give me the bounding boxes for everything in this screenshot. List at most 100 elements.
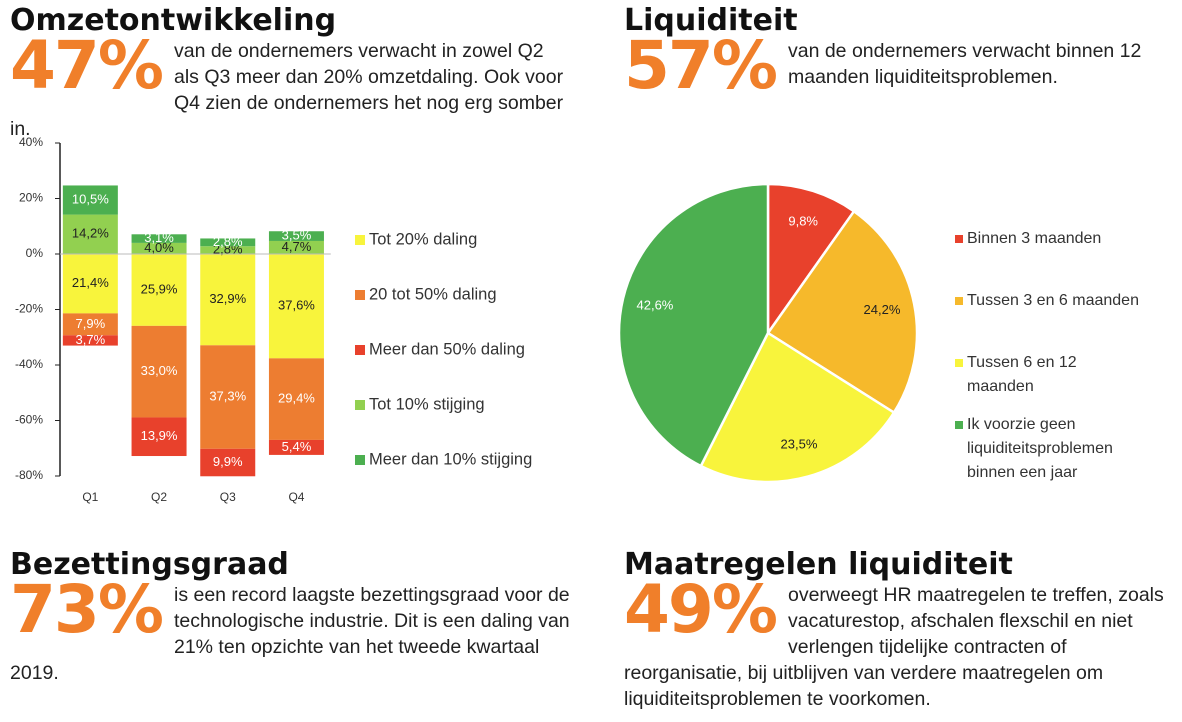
legend-swatch xyxy=(955,297,963,305)
legend-swatch xyxy=(955,421,963,429)
data-label: 4,7% xyxy=(282,239,312,254)
legend-label: Tussen 6 en 12 maanden xyxy=(967,354,1077,395)
data-label: 10,5% xyxy=(72,191,109,206)
data-label: 24,2% xyxy=(864,302,901,317)
bar-segment xyxy=(131,254,187,326)
bar-segment xyxy=(200,345,256,449)
legend-swatch xyxy=(955,235,963,243)
data-label: 42,6% xyxy=(637,298,674,313)
legend-label: Tussen 3 en 6 maanden xyxy=(967,292,1139,309)
legend-item: Ik voorzie geen liquiditeitsproblemen bi… xyxy=(955,413,1155,485)
legend-swatch xyxy=(355,345,365,355)
y-tick-label: 40% xyxy=(19,135,43,149)
y-tick-label: -20% xyxy=(15,302,43,316)
pie-slice xyxy=(766,209,919,415)
bezetting-section: Bezettingsgraad 73% is een record laagste… xyxy=(10,548,570,686)
legend-label: Tot 10% stijging xyxy=(369,395,485,413)
data-label: 21,4% xyxy=(72,275,109,290)
section-text-block: 49% overweegt HR maatregelen te treffen, … xyxy=(624,571,1179,712)
x-tick-label: Q3 xyxy=(220,490,236,504)
x-tick-label: Q4 xyxy=(288,490,304,504)
maatregelen-section: Maatregelen liquiditeit 49% overweegt HR … xyxy=(624,548,1179,712)
bar-segment xyxy=(200,254,256,346)
legend-swatch xyxy=(355,235,365,245)
section-text-block: 73% is een record laagste bezettingsgraad… xyxy=(10,571,570,686)
data-label: 3,5% xyxy=(282,228,312,243)
data-label: 37,3% xyxy=(209,388,246,403)
liquiditeit-section: Liquiditeit 57% van de ondernemers verwac… xyxy=(624,3,1174,99)
legend-label: Binnen 3 maanden xyxy=(967,230,1102,247)
section-title: Liquiditeit xyxy=(624,3,798,38)
x-tick-label: Q2 xyxy=(151,490,167,504)
data-label: 13,9% xyxy=(141,428,178,443)
legend-item: Binnen 3 maanden xyxy=(955,227,1155,251)
stat: 57% xyxy=(624,27,778,104)
bar-chart: -80% -60% -40% -20% 0% 20% 40% 21,4% 25,9% 32,9% 3… xyxy=(15,135,532,504)
bar-segment xyxy=(200,238,256,247)
bar-segment xyxy=(131,242,187,254)
section-text: overweegt HR maatregelen te treffen, zoa… xyxy=(624,584,1164,710)
stat: 49% xyxy=(624,571,778,648)
data-label: 33,0% xyxy=(141,363,178,378)
pie-slice xyxy=(617,182,770,468)
legend-swatch xyxy=(355,400,365,410)
bar-segment xyxy=(62,254,118,314)
data-label: 9,9% xyxy=(213,454,243,469)
data-label: 5,4% xyxy=(282,439,312,454)
legend-swatch xyxy=(355,455,365,465)
bar-segment xyxy=(268,439,324,455)
legend-item: Tussen 6 en 12 maanden xyxy=(955,351,1155,399)
bar-segment xyxy=(131,417,187,457)
bar-segment xyxy=(62,313,118,336)
y-tick-label: -60% xyxy=(15,413,43,427)
y-tick-label: 20% xyxy=(19,191,43,205)
y-tick-label: -80% xyxy=(15,468,43,482)
section-text: van de ondernemers verwacht in zowel Q2 … xyxy=(10,40,564,140)
bar-segment xyxy=(131,234,187,243)
y-tick-label: 0% xyxy=(26,246,44,260)
section-text: is een record laagste bezettingsgraad vo… xyxy=(10,584,570,684)
bar-segment xyxy=(268,358,324,440)
data-label: 23,5% xyxy=(781,436,818,451)
omzet-section: Omzetontwikkeling 47% van de ondernemers … xyxy=(10,4,570,142)
legend-label: 20 tot 50% daling xyxy=(369,285,497,303)
data-label: 14,2% xyxy=(72,226,109,241)
legend-label: Ik voorzie geen liquiditeitsproblemen bi… xyxy=(967,416,1113,481)
data-label: 2,8% xyxy=(213,234,243,249)
pie-slice xyxy=(699,331,896,484)
section-text-block: 57% van de ondernemers verwacht binnen 12… xyxy=(624,33,1174,99)
data-label: 25,9% xyxy=(141,281,178,296)
stat: 73% xyxy=(10,571,164,648)
data-label: 4,0% xyxy=(144,240,174,255)
data-label: 3,7% xyxy=(76,332,106,347)
bar-segment xyxy=(268,231,324,241)
legend-swatch xyxy=(955,359,963,367)
data-label: 7,9% xyxy=(76,316,106,331)
bar-segment xyxy=(268,240,324,254)
legend-item: Tussen 3 en 6 maanden xyxy=(955,289,1155,313)
stat: 47% xyxy=(10,27,164,104)
section-title: Omzetontwikkeling xyxy=(10,3,337,38)
x-tick-label: Q1 xyxy=(82,490,98,504)
data-label: 32,9% xyxy=(209,291,246,306)
pie-slice xyxy=(766,182,856,337)
legend-label: Tot 20% daling xyxy=(369,230,477,248)
bar-segment xyxy=(131,325,187,418)
data-label: 9,8% xyxy=(788,214,818,229)
section-text-block: 47% van de ondernemers verwacht in zowel … xyxy=(10,27,570,142)
section-text: van de ondernemers verwacht binnen 12 ma… xyxy=(787,40,1142,88)
bar-segment xyxy=(62,214,118,254)
legend-label: Meer dan 50% daling xyxy=(369,340,525,358)
pie-chart: 9,8% 24,2% 23,5% 42,6% xyxy=(617,182,919,484)
legend-swatch xyxy=(355,290,365,300)
bar-segment xyxy=(268,254,324,359)
data-label: 3,1% xyxy=(144,230,174,245)
data-label: 37,6% xyxy=(278,298,315,313)
bar-segment xyxy=(62,335,118,346)
bar-segment xyxy=(200,448,256,477)
bar-segment xyxy=(200,246,256,254)
y-tick-label: -40% xyxy=(15,357,43,371)
bar-segment xyxy=(62,185,118,215)
section-title: Bezettingsgraad xyxy=(10,547,289,582)
